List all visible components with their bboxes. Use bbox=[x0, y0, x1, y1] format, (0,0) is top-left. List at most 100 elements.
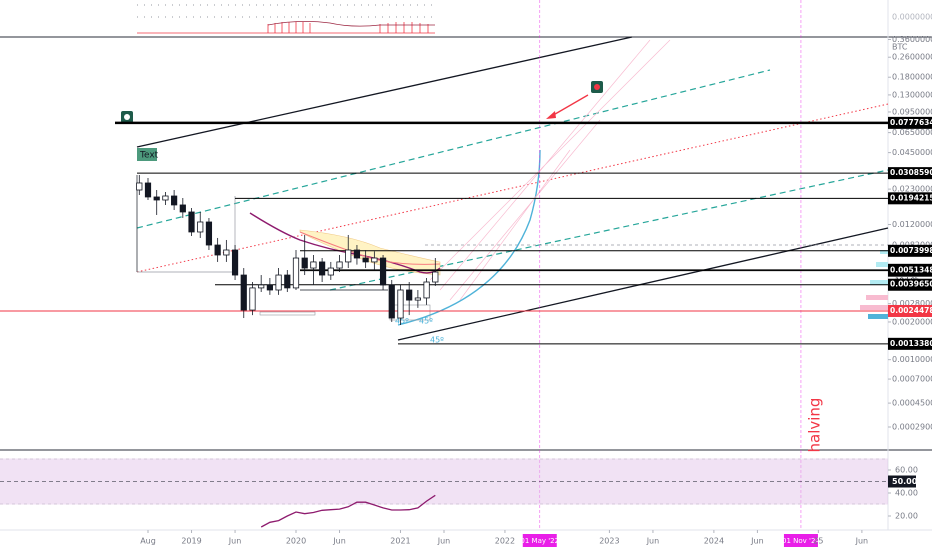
price-tick-label: 0.13000000 bbox=[892, 90, 932, 99]
range-box bbox=[259, 311, 316, 316]
text-box bbox=[137, 148, 157, 161]
time-tick-label: 2022 bbox=[495, 537, 515, 546]
candle-body bbox=[275, 274, 282, 291]
rsi-tick-label: 20.00 bbox=[895, 512, 918, 521]
candle-body bbox=[179, 204, 186, 213]
trend-line bbox=[397, 227, 889, 341]
price-tick-label: 0.00045000 bbox=[892, 399, 932, 408]
time-tick-label: Jun bbox=[437, 537, 451, 546]
candle-body bbox=[432, 271, 439, 283]
time-tick-label: 2019 bbox=[181, 537, 201, 546]
candle-body bbox=[249, 287, 256, 311]
price-tick-label: 0.00200000 bbox=[892, 317, 932, 326]
candle-body bbox=[231, 249, 239, 276]
time-tick-label: Jun bbox=[855, 537, 869, 546]
price-label-box bbox=[888, 337, 932, 350]
price-label: 0.07776348 bbox=[890, 118, 932, 127]
time-highlight bbox=[783, 534, 818, 547]
candle-body bbox=[336, 261, 343, 269]
candle-body bbox=[188, 211, 195, 233]
arrow bbox=[549, 94, 589, 118]
price-label-box bbox=[888, 167, 932, 180]
trend-line-dashed bbox=[136, 69, 771, 229]
price-label: 0.01942153 bbox=[890, 193, 932, 202]
candle-body bbox=[284, 274, 291, 289]
candle-body bbox=[345, 249, 352, 263]
candle-body bbox=[171, 195, 178, 206]
candle-body bbox=[371, 257, 378, 263]
volume-profile bbox=[866, 295, 888, 300]
volume-profile bbox=[880, 250, 888, 254]
candle-body bbox=[205, 221, 213, 246]
time-tick-label: Jun bbox=[646, 537, 660, 546]
price-tick-label: 0.00280000 bbox=[892, 299, 932, 308]
candle-body bbox=[214, 244, 221, 256]
volume-profile bbox=[876, 262, 888, 267]
volume-profile bbox=[870, 280, 888, 285]
angle-label: 45º bbox=[395, 317, 409, 326]
candle-body bbox=[310, 261, 317, 269]
price-tick-label: 0.01200000 bbox=[892, 220, 932, 229]
price-tick-label: 0.09500000 bbox=[892, 107, 932, 116]
candle-body bbox=[353, 249, 361, 259]
price-label-box bbox=[888, 304, 932, 317]
trend-line bbox=[136, 36, 633, 148]
candle-body bbox=[223, 249, 230, 256]
time-tick-label: 2023 bbox=[599, 537, 619, 546]
fan-lines bbox=[429, 39, 671, 301]
candle-body bbox=[388, 284, 395, 319]
price-label-box bbox=[888, 278, 932, 291]
candle-body bbox=[240, 274, 247, 311]
candle-body bbox=[144, 182, 152, 198]
moving-average bbox=[299, 231, 441, 265]
candle-body bbox=[162, 195, 169, 201]
indicator-bars bbox=[267, 22, 429, 33]
price-tick-label: 0.00100000 bbox=[892, 355, 932, 364]
price-label: 0.00513483 bbox=[890, 266, 932, 275]
candle-body bbox=[266, 284, 273, 291]
rsi-line bbox=[260, 494, 436, 528]
drawings: Text 45º 45º 45º halving bbox=[121, 36, 889, 452]
candle-body bbox=[319, 261, 326, 276]
time-tick-label: Jun bbox=[228, 537, 242, 546]
angle-label: 45º bbox=[430, 336, 444, 345]
candle-body bbox=[379, 257, 387, 286]
price-label: 0.03085902 bbox=[890, 168, 932, 177]
candle-body bbox=[258, 284, 265, 289]
price-tick-label: 0.26000000 bbox=[892, 53, 932, 62]
price-label: 0.00739987 bbox=[890, 246, 932, 255]
indicator-curve bbox=[267, 21, 435, 27]
icon-glyph bbox=[594, 84, 600, 90]
candle-body bbox=[406, 289, 413, 301]
price-label: 0.00133804 bbox=[890, 339, 932, 348]
angle-label: 45º bbox=[419, 317, 433, 326]
time-tick-label: 2021 bbox=[390, 537, 410, 546]
price-tick-label: 0.00029000 bbox=[892, 422, 932, 431]
price-label-box bbox=[888, 192, 932, 205]
time-tick-label: Jun bbox=[332, 537, 346, 546]
candle-body bbox=[423, 281, 430, 299]
price-label: 0.00244785 bbox=[890, 306, 932, 315]
trend-line-dotted bbox=[136, 103, 889, 273]
volume-profile bbox=[868, 314, 888, 319]
top-indicator bbox=[137, 4, 435, 34]
candle-body bbox=[362, 257, 369, 263]
candle-body bbox=[327, 267, 334, 276]
time-tick-label: Jun bbox=[750, 537, 764, 546]
time-tick-label: Aug bbox=[140, 537, 156, 546]
candle-body bbox=[197, 221, 204, 233]
currency-label: BTC bbox=[892, 43, 908, 52]
time-highlight bbox=[522, 534, 557, 547]
price-tick-label: 0.04500000 bbox=[892, 148, 932, 157]
rsi-tick-label: 40.00 bbox=[895, 489, 918, 498]
volume-profile bbox=[860, 305, 888, 310]
arrow-head bbox=[546, 111, 556, 119]
price-label-box bbox=[888, 264, 932, 277]
arc bbox=[397, 149, 541, 326]
time-tick-label: 01 Nov '24 bbox=[782, 537, 820, 545]
icon-glyph bbox=[124, 114, 130, 120]
candle-body bbox=[414, 297, 421, 301]
time-tick-label: 2024 bbox=[704, 537, 724, 546]
price-tick-label: 0.06500000 bbox=[892, 128, 932, 137]
